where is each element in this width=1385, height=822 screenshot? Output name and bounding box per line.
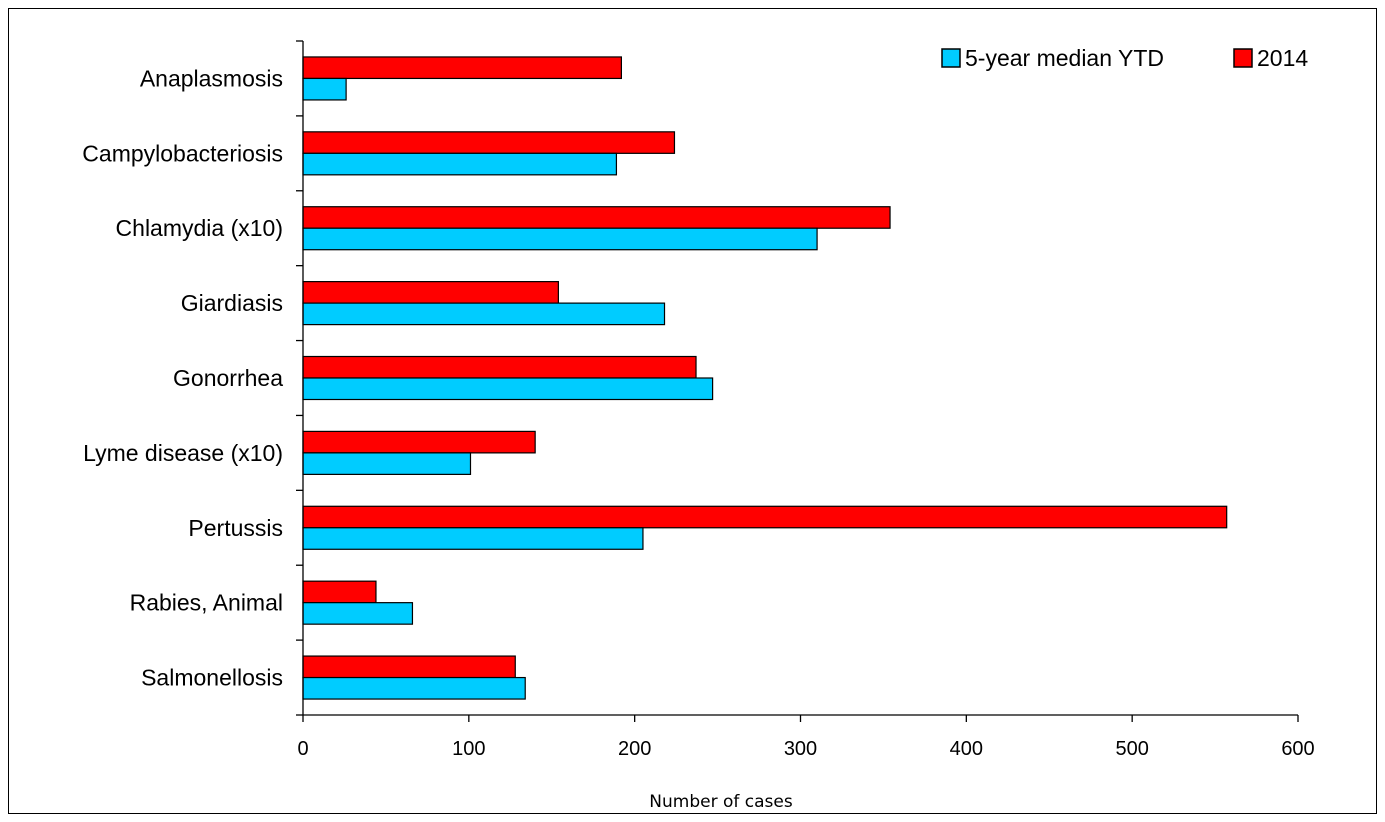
bar-median	[302, 676, 526, 700]
bar-2014	[302, 281, 559, 304]
bar-median	[302, 527, 644, 550]
category-label: Rabies, Animal	[130, 590, 283, 616]
x-tick-label: 600	[1281, 738, 1314, 760]
chart-frame: Anaplasmosis Campylobacteriosis Chlamydia …	[8, 8, 1377, 814]
bar-median	[302, 77, 347, 101]
bar-chart: Anaplasmosis Campylobacteriosis Chlamydia …	[82, 40, 1315, 812]
bar-2014	[302, 131, 676, 154]
bar-median	[302, 152, 618, 176]
legend-swatch-2014	[1233, 48, 1253, 68]
category-label: Gonorrhea	[173, 365, 283, 391]
labels-layer: Anaplasmosis Campylobacteriosis Chlamydia …	[82, 65, 1314, 760]
x-tick-label: 500	[1115, 738, 1148, 760]
bar-median	[302, 377, 714, 401]
category-label: Anaplasmosis	[140, 65, 283, 91]
bar-median	[302, 227, 818, 251]
category-label: Chlamydia (x10)	[116, 215, 283, 241]
x-tick-label: 400	[950, 738, 983, 760]
x-tick-label: 100	[452, 738, 485, 760]
category-label: Campylobacteriosis	[82, 140, 283, 166]
axes-layer	[296, 40, 1299, 722]
bar-2014	[302, 355, 697, 379]
legend-swatch-median	[941, 48, 961, 68]
bar-2014	[302, 430, 536, 454]
bars-layer	[302, 56, 1228, 700]
bar-median	[302, 302, 666, 326]
x-tick-label: 300	[784, 738, 817, 760]
category-label: Salmonellosis	[141, 665, 283, 691]
category-label: Giardiasis	[181, 290, 283, 316]
bar-2014	[302, 206, 891, 229]
x-axis-title: Number of cases	[649, 792, 793, 812]
bar-2014	[302, 655, 516, 679]
bar-median	[302, 602, 414, 625]
bar-median	[302, 452, 472, 475]
bar-2014	[302, 56, 622, 80]
legend-label-2014: 2014	[1257, 45, 1308, 71]
legend-label-median: 5-year median YTD	[965, 45, 1164, 71]
x-tick-label: 200	[618, 738, 651, 760]
category-label: Pertussis	[188, 515, 283, 541]
x-tick-label: 0	[297, 738, 308, 760]
legend: 5-year median YTD 2014	[941, 45, 1308, 71]
category-label: Lyme disease (x10)	[83, 440, 283, 466]
bar-2014	[302, 505, 1228, 529]
bar-2014	[302, 580, 377, 604]
